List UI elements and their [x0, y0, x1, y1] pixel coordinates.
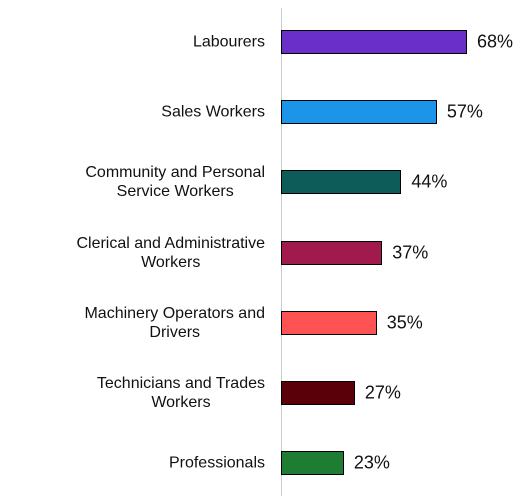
category-label: Clerical and Administrative Workers	[76, 234, 265, 271]
category-label: Technicians and Trades Workers	[96, 375, 265, 411]
bar	[281, 310, 377, 335]
category-label: Sales Workers	[161, 103, 265, 121]
value-label: 23%	[353, 452, 390, 473]
bar	[281, 381, 355, 405]
bar	[281, 451, 344, 476]
value-label: 57%	[446, 101, 483, 122]
category-label: Professionals	[168, 454, 265, 472]
value-label: 27%	[364, 382, 401, 403]
category-label: Labourers	[192, 33, 265, 51]
bar	[281, 240, 383, 265]
bar	[281, 30, 467, 54]
value-label: 68%	[477, 31, 514, 52]
value-label: 35%	[386, 312, 423, 333]
category-label: Machinery Operators and Drivers	[84, 304, 265, 341]
category-label: Community and Personal Service Workers	[85, 164, 265, 201]
bar	[281, 100, 437, 125]
value-label: 44%	[411, 171, 448, 192]
bar	[281, 170, 402, 195]
value-label: 37%	[392, 242, 429, 263]
